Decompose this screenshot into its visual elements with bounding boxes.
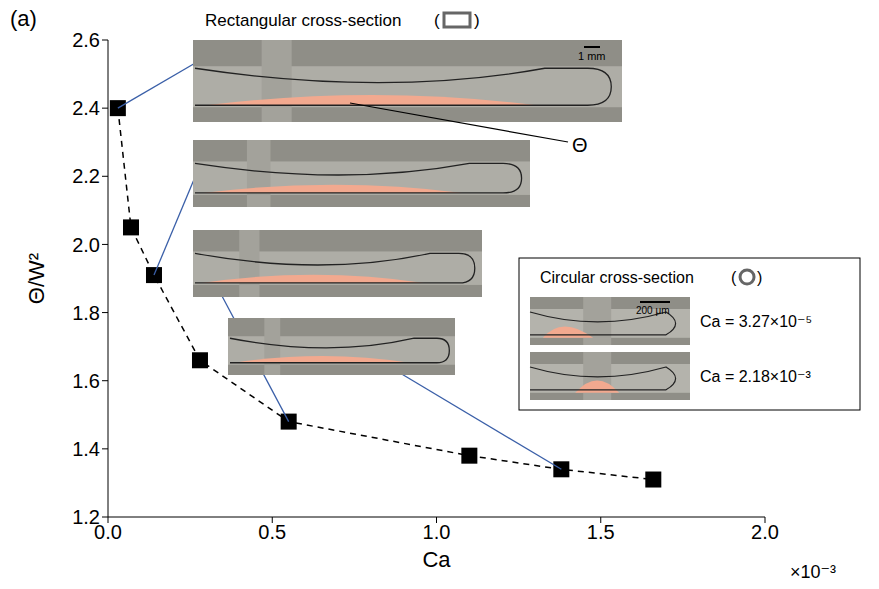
svg-text:Θ: Θ — [572, 134, 588, 156]
svg-text:1.2: 1.2 — [72, 506, 100, 528]
svg-text:0.0: 0.0 — [94, 521, 122, 544]
svg-text:×10⁻³: ×10⁻³ — [790, 562, 836, 582]
svg-text:): ) — [757, 269, 762, 286]
svg-text:2.6: 2.6 — [72, 29, 100, 51]
svg-text:1 mm: 1 mm — [578, 50, 606, 62]
svg-text:Circular cross-section: Circular cross-section — [540, 269, 694, 286]
svg-text:2.4: 2.4 — [72, 97, 100, 119]
svg-text:Ca = 3.27×10⁻⁵: Ca = 3.27×10⁻⁵ — [700, 313, 812, 330]
svg-text:1.8: 1.8 — [72, 302, 100, 324]
svg-text:1.4: 1.4 — [72, 438, 100, 460]
svg-text:0.5: 0.5 — [258, 521, 286, 543]
svg-text:1.0: 1.0 — [423, 521, 451, 543]
svg-text:(: ( — [434, 11, 440, 30]
svg-text:(a): (a) — [10, 6, 37, 31]
svg-text:): ) — [474, 11, 480, 30]
svg-text:1.5: 1.5 — [587, 521, 615, 543]
svg-text:(: ( — [731, 269, 737, 286]
svg-text:200 μm: 200 μm — [636, 305, 670, 316]
svg-text:2.0: 2.0 — [72, 234, 100, 256]
svg-text:Ca: Ca — [422, 547, 451, 572]
svg-text:2.0: 2.0 — [751, 521, 779, 543]
svg-text:Θ/W²: Θ/W² — [24, 253, 49, 304]
svg-text:Ca = 2.18×10⁻³: Ca = 2.18×10⁻³ — [700, 368, 811, 385]
svg-text:2.2: 2.2 — [72, 165, 100, 187]
svg-text:1.6: 1.6 — [72, 370, 100, 392]
svg-text:Rectangular cross-section: Rectangular cross-section — [205, 11, 402, 30]
